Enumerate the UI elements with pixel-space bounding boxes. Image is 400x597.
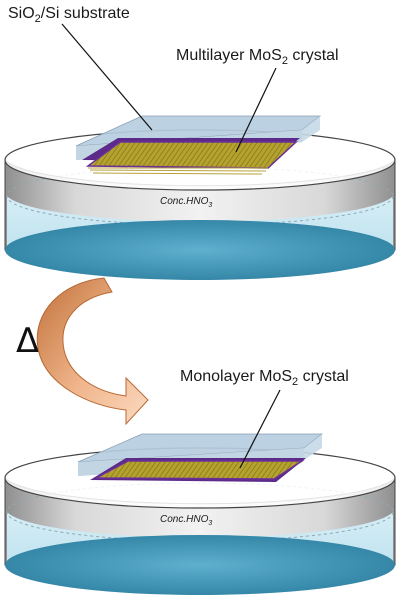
monolayer-label: Monolayer MoS2 crystal [180, 368, 349, 388]
top-dish: Conc.HNO3 [4, 115, 396, 280]
top-acid-label: Conc.HNO3 [160, 196, 212, 209]
monolayer-leader-line [239, 389, 281, 469]
substrate-leader-line [61, 23, 153, 131]
curved-arrow-body [36, 277, 149, 426]
bottom-dish: Conc.HNO3 [4, 433, 396, 595]
top-dish-bottom [5, 220, 395, 280]
bottom-dish-bottom [5, 535, 395, 595]
crystal-layer-edge [88, 167, 268, 175]
multilayer-label: Multilayer MoS2 crystal [176, 47, 339, 67]
bottom-acid-label: Conc.HNO3 [160, 514, 212, 527]
multilayer-leader-line [235, 67, 277, 153]
monolayer-crystal [95, 460, 305, 480]
heating-arrow [36, 277, 149, 426]
multilayer-crystal [85, 141, 298, 169]
substrate-label: SiO2/Si substrate [8, 5, 130, 25]
delta-symbol: Δ [16, 321, 39, 361]
